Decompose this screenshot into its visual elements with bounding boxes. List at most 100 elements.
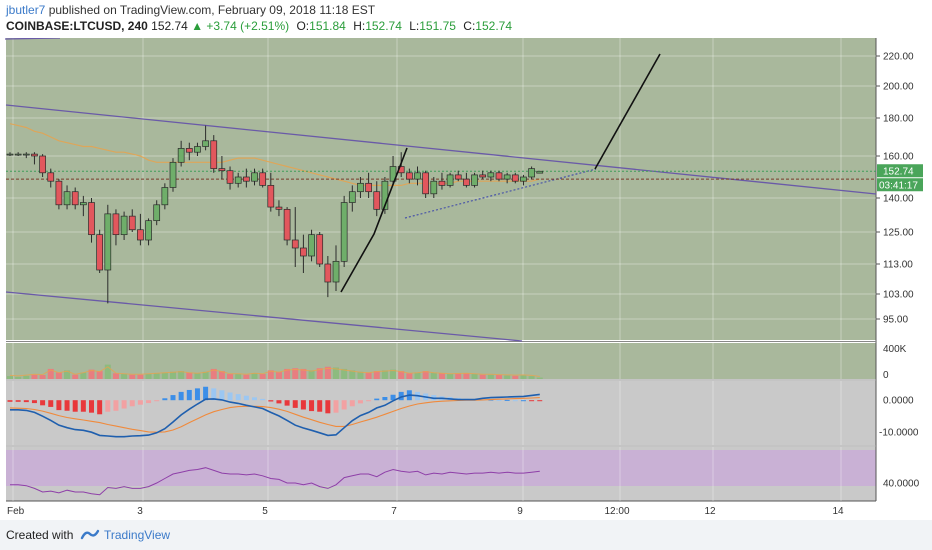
volume-bar bbox=[72, 374, 79, 379]
macd-histogram-bar bbox=[121, 400, 127, 409]
candle[interactable] bbox=[128, 215, 136, 231]
candle[interactable] bbox=[145, 220, 152, 241]
candle[interactable] bbox=[194, 146, 201, 153]
candle[interactable] bbox=[267, 185, 275, 208]
candle[interactable] bbox=[243, 176, 250, 182]
drawn-projection-line[interactable] bbox=[594, 53, 661, 170]
macd-histogram-bar bbox=[48, 400, 54, 407]
candle[interactable] bbox=[430, 180, 438, 195]
candle[interactable] bbox=[177, 148, 185, 163]
candle[interactable] bbox=[185, 148, 193, 153]
volume-bar bbox=[341, 368, 348, 379]
candle[interactable] bbox=[495, 172, 503, 180]
candle[interactable] bbox=[463, 178, 470, 186]
drawn-rally-line[interactable] bbox=[340, 147, 408, 293]
top-channel-trendline[interactable] bbox=[4, 38, 61, 40]
volume-bar bbox=[7, 376, 13, 379]
candle[interactable] bbox=[55, 180, 63, 206]
macd-histogram-bar bbox=[80, 400, 86, 412]
high-label: H: bbox=[353, 19, 366, 33]
candle[interactable] bbox=[340, 202, 348, 262]
candle[interactable] bbox=[63, 191, 71, 206]
candle[interactable] bbox=[357, 182, 364, 193]
candle[interactable] bbox=[88, 202, 95, 236]
candle[interactable] bbox=[22, 153, 30, 156]
candle[interactable] bbox=[291, 239, 299, 249]
candle[interactable] bbox=[520, 176, 527, 182]
macd-histogram-bar bbox=[260, 398, 266, 401]
candle[interactable] bbox=[31, 153, 38, 157]
candle[interactable] bbox=[381, 180, 389, 210]
candle[interactable] bbox=[137, 229, 144, 241]
candle[interactable] bbox=[39, 155, 46, 174]
candle[interactable] bbox=[259, 172, 266, 186]
candle[interactable] bbox=[332, 260, 340, 283]
volume-bar bbox=[80, 372, 87, 379]
author-link[interactable]: jbutler7 bbox=[6, 3, 46, 17]
volume-bar bbox=[39, 375, 46, 379]
rising-support-dotted-line[interactable] bbox=[404, 168, 597, 219]
volume-bar bbox=[104, 364, 111, 379]
volume-bar bbox=[373, 371, 380, 379]
candle[interactable] bbox=[414, 172, 421, 180]
tradingview-link[interactable]: TradingView bbox=[104, 528, 171, 542]
candle[interactable] bbox=[324, 263, 332, 283]
candle[interactable] bbox=[528, 168, 535, 178]
candle[interactable] bbox=[71, 191, 79, 206]
candle[interactable] bbox=[471, 174, 478, 186]
low-value: 151.75 bbox=[419, 19, 456, 33]
macd-histogram-bar bbox=[129, 400, 135, 407]
last-price-tag-label: 152.74 bbox=[883, 167, 914, 178]
candle[interactable] bbox=[422, 172, 429, 195]
countdown-tag bbox=[877, 178, 923, 192]
candle[interactable] bbox=[112, 213, 120, 236]
candle[interactable] bbox=[503, 174, 511, 180]
candle[interactable] bbox=[348, 191, 356, 203]
candle[interactable] bbox=[96, 234, 104, 271]
tradingview-logo-icon[interactable] bbox=[80, 528, 100, 542]
candle[interactable] bbox=[283, 208, 291, 241]
candle[interactable] bbox=[438, 180, 446, 186]
candle[interactable] bbox=[479, 174, 487, 178]
volume-bar bbox=[96, 371, 103, 379]
candle[interactable] bbox=[300, 247, 307, 257]
candle[interactable] bbox=[14, 153, 22, 156]
candle[interactable] bbox=[373, 191, 381, 210]
candle[interactable] bbox=[161, 187, 169, 206]
candle[interactable] bbox=[389, 166, 397, 182]
candle[interactable] bbox=[79, 202, 87, 206]
chart-area[interactable]: 220.00 200.00 180.00 160.00 140.00 125.00 113.… bbox=[0, 38, 932, 520]
ohlc-line: COINBASE:LTCUSD, 240 152.74 ▲ +3.74 (+2.… bbox=[6, 19, 512, 33]
candle[interactable] bbox=[6, 153, 14, 156]
volume-bar bbox=[463, 373, 470, 379]
volume-bar bbox=[23, 375, 30, 379]
candle[interactable] bbox=[536, 170, 544, 174]
candle[interactable] bbox=[120, 215, 128, 236]
candle[interactable] bbox=[308, 234, 315, 257]
candle[interactable] bbox=[406, 172, 413, 180]
volume-bar bbox=[455, 373, 462, 379]
candle[interactable] bbox=[47, 172, 55, 182]
low-label: L: bbox=[409, 19, 420, 33]
candle[interactable] bbox=[454, 174, 462, 180]
candle[interactable] bbox=[446, 174, 454, 186]
candle[interactable] bbox=[218, 168, 226, 172]
volume-bar bbox=[316, 368, 323, 379]
macd-histogram-bar bbox=[357, 400, 363, 404]
candle[interactable] bbox=[511, 174, 519, 182]
candle[interactable] bbox=[275, 206, 283, 210]
price-pane-background[interactable] bbox=[6, 38, 876, 340]
candle[interactable] bbox=[210, 140, 218, 169]
candle[interactable] bbox=[169, 161, 177, 188]
candle[interactable] bbox=[365, 182, 372, 193]
lower-channel-trendline[interactable] bbox=[5, 291, 523, 342]
candle[interactable] bbox=[104, 213, 112, 271]
candle[interactable] bbox=[226, 170, 234, 184]
candle[interactable] bbox=[316, 234, 324, 265]
candle[interactable] bbox=[251, 172, 258, 182]
candle[interactable] bbox=[487, 172, 495, 178]
candle[interactable] bbox=[234, 176, 242, 184]
candle[interactable] bbox=[153, 204, 161, 222]
candle[interactable] bbox=[202, 140, 209, 147]
chart-svg[interactable]: 220.00 200.00 180.00 160.00 140.00 125.00 113.… bbox=[0, 38, 932, 520]
